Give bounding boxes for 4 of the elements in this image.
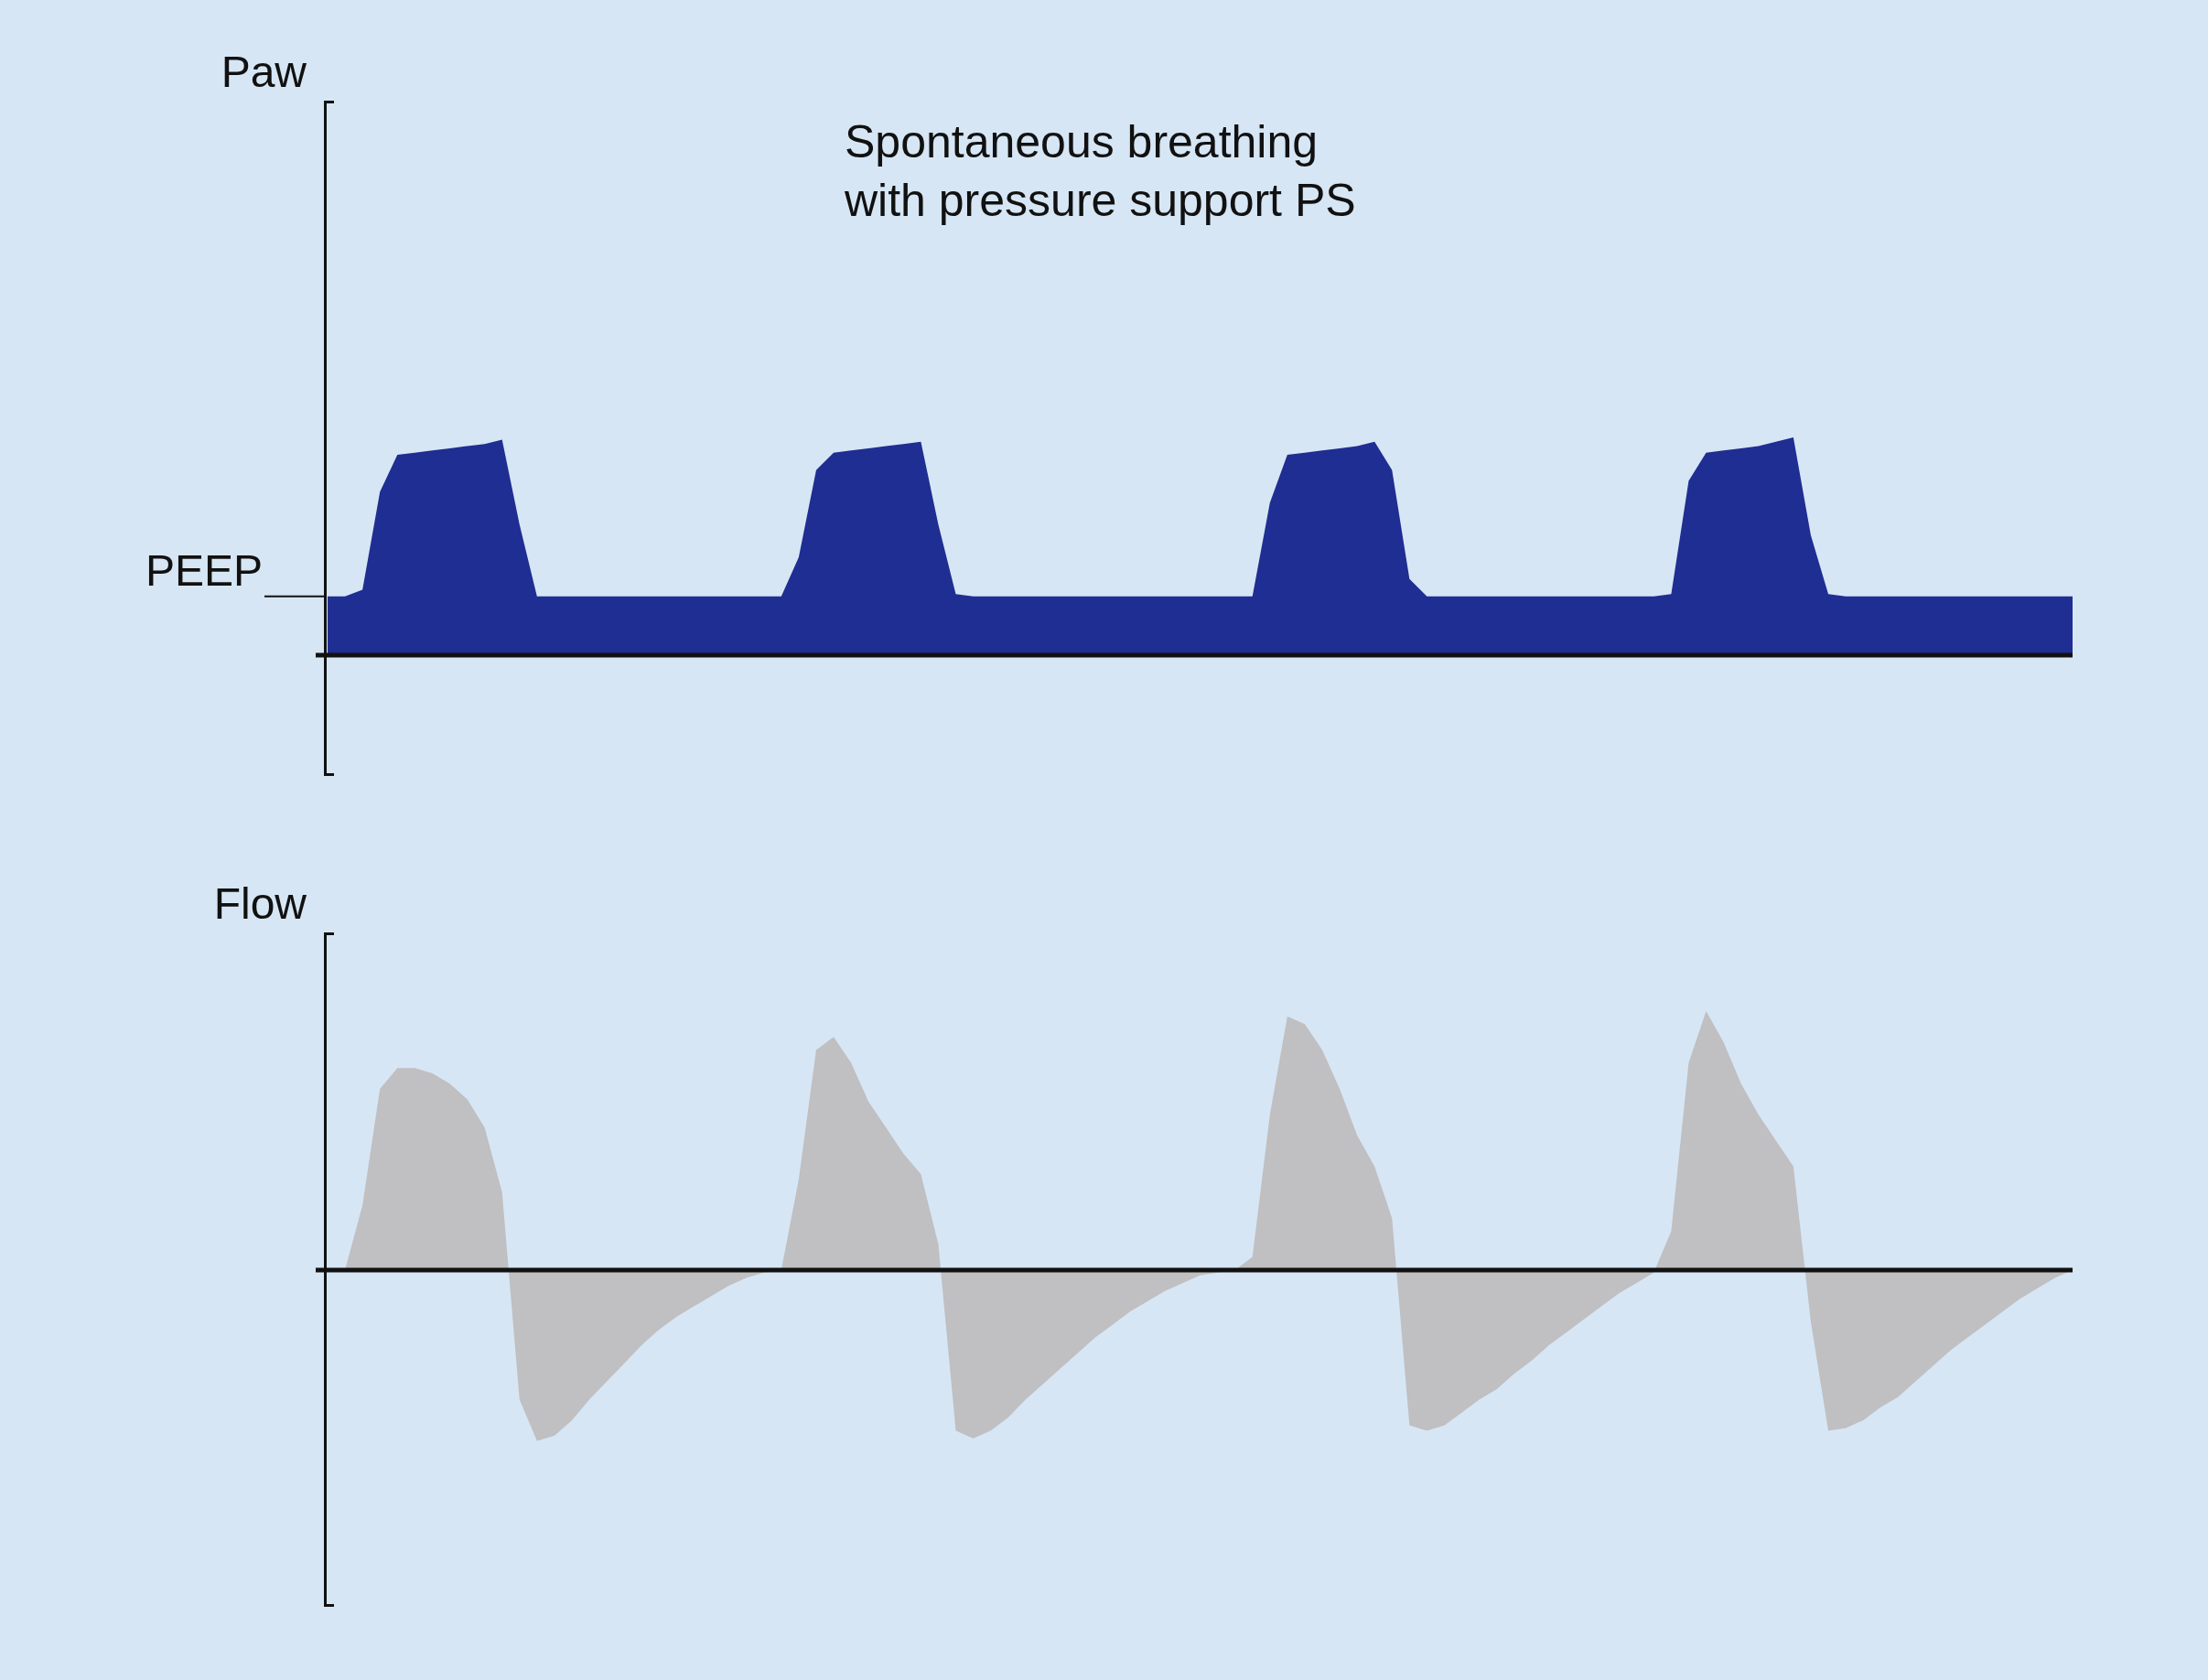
chart-title: Spontaneous breathing with pressure support PS <box>844 116 1356 226</box>
ref-line-label: PEEP <box>145 545 263 595</box>
y-axis-title: Paw <box>221 48 307 96</box>
y-axis-title: Flow <box>213 879 307 928</box>
